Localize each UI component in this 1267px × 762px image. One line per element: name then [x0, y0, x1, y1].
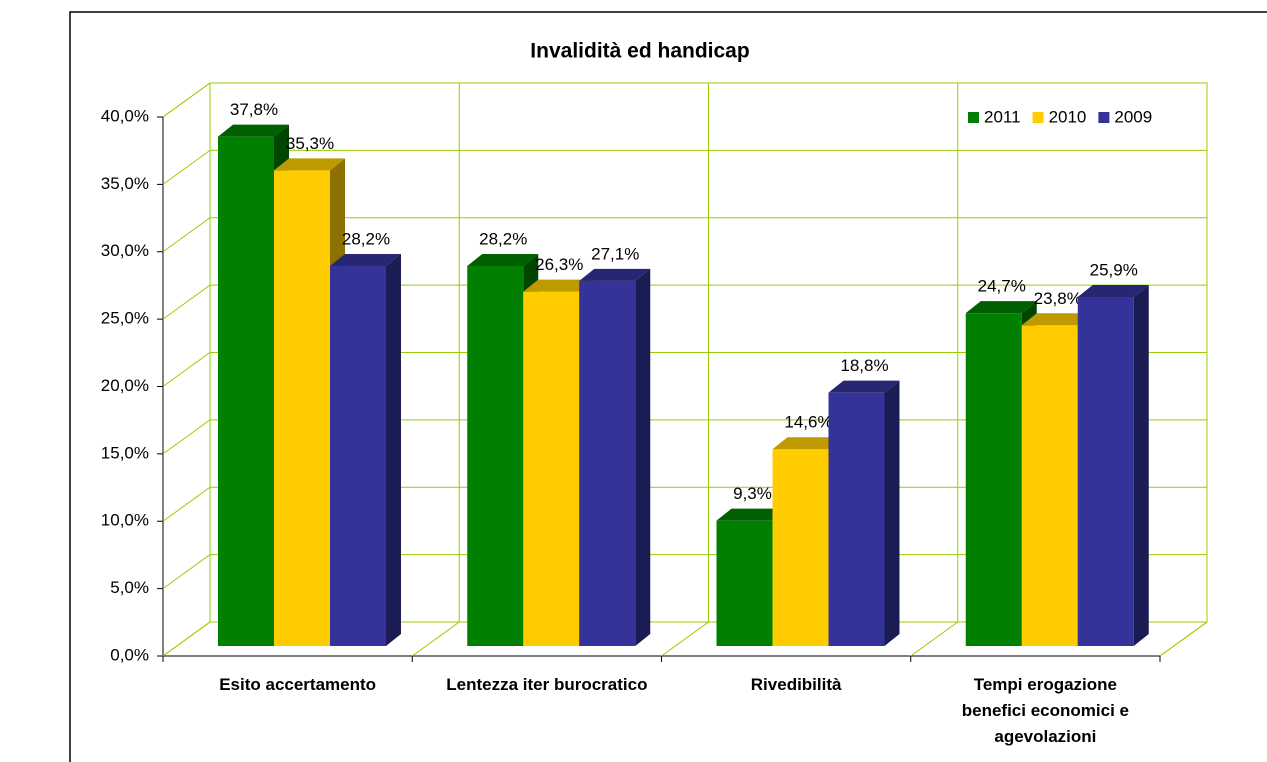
- value-label: 27,1%: [591, 244, 639, 263]
- legend-swatch: [1032, 112, 1044, 123]
- floor-line: [1159, 621, 1208, 657]
- legend-label: 2010: [1049, 107, 1087, 126]
- chart-title: Invalidità ed handicap: [530, 40, 749, 63]
- legend-swatch: [968, 112, 979, 123]
- x-tick-label: Rivedibilità: [750, 675, 842, 694]
- grid-line: [162, 284, 1207, 320]
- bar: [579, 280, 636, 646]
- floor-line: [661, 621, 709, 657]
- bar-top: [467, 254, 539, 267]
- y-tick-label: 30,0%: [101, 241, 149, 260]
- y-tick-label: 15,0%: [101, 443, 149, 462]
- bar-top: [828, 380, 900, 393]
- bar: [965, 313, 1022, 646]
- bar-side: [386, 254, 401, 646]
- legend-label: 2011: [984, 107, 1021, 126]
- bar: [1077, 296, 1134, 646]
- value-label: 18,8%: [840, 356, 888, 375]
- bar-top: [772, 437, 844, 450]
- bar-top: [1021, 313, 1093, 326]
- floor-line: [910, 621, 959, 657]
- bar-side: [635, 268, 651, 646]
- grid-line: [162, 82, 1207, 118]
- bar-top: [965, 301, 1037, 314]
- legend-swatch: [1098, 112, 1110, 123]
- bar-side: [1133, 284, 1149, 646]
- bar-top: [579, 268, 651, 281]
- bar-top: [1077, 284, 1149, 297]
- x-tick-label: Lentezza iter burocratico: [446, 675, 648, 694]
- bar: [467, 266, 524, 646]
- value-label: 24,7%: [978, 277, 1026, 296]
- value-label: 9,3%: [733, 484, 772, 503]
- y-tick-label: 40,0%: [101, 106, 149, 125]
- value-label: 28,2%: [342, 229, 390, 248]
- bar: [716, 520, 773, 646]
- bar-top: [218, 124, 289, 137]
- bar-top: [523, 279, 595, 292]
- y-tick-label: 20,0%: [101, 376, 149, 395]
- y-tick-label: 25,0%: [101, 309, 149, 328]
- bar: [274, 170, 330, 646]
- legend-label: 2009: [1114, 107, 1152, 126]
- y-tick-label: 5,0%: [110, 578, 149, 597]
- bar: [828, 392, 885, 646]
- grid-line: [162, 217, 1207, 253]
- bar: [523, 291, 580, 646]
- bar: [330, 266, 386, 646]
- floor-line: [162, 621, 211, 657]
- grid-line: [162, 352, 1207, 387]
- value-label: 25,9%: [1090, 260, 1138, 279]
- grid-line: [162, 149, 1207, 185]
- x-tick-label: Tempi erogazione benefici economici e ag…: [961, 675, 1129, 746]
- value-label: 23,8%: [1034, 289, 1082, 308]
- value-label: 28,2%: [479, 229, 527, 248]
- bar-side: [884, 380, 900, 646]
- y-tick-label: 10,0%: [101, 511, 149, 530]
- value-label: 35,3%: [286, 134, 334, 153]
- bar: [772, 449, 829, 646]
- bar: [1021, 325, 1078, 646]
- y-tick-label: 0,0%: [110, 645, 149, 664]
- x-tick-label: Esito accertamento: [219, 675, 377, 694]
- bar: [218, 136, 274, 646]
- floor-line: [411, 621, 460, 657]
- bar-top: [330, 254, 401, 267]
- value-label: 14,6%: [784, 413, 832, 432]
- value-label: 37,8%: [230, 100, 278, 119]
- bar-top: [716, 508, 788, 521]
- y-tick-label: 35,0%: [101, 174, 149, 193]
- bar-top: [274, 158, 345, 171]
- value-label: 26,3%: [535, 255, 583, 274]
